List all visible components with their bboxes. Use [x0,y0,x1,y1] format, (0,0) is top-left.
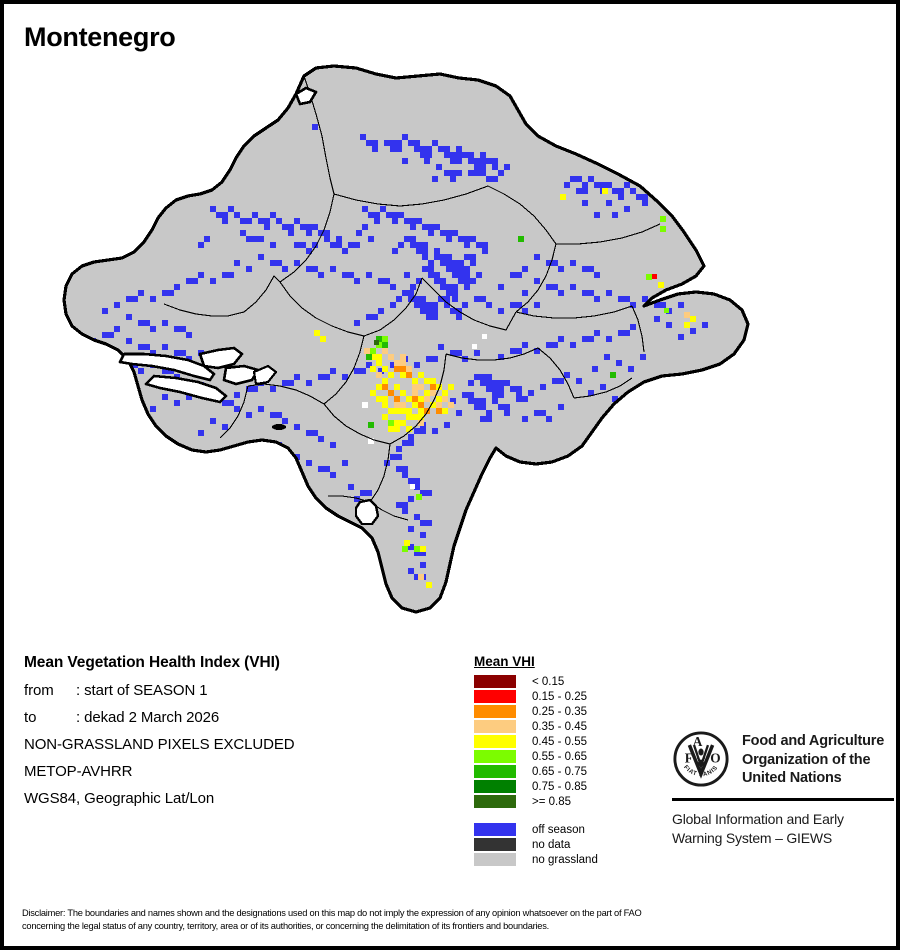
legend-item[interactable]: 0.15 - 0.25 [474,689,664,704]
legend-item[interactable]: 0.35 - 0.45 [474,719,664,734]
national-border [62,64,750,614]
skadar-inlet [354,498,380,526]
map-legend: Mean VHI < 0.15 0.15 - 0.25 0.25 - 0.35 … [474,654,664,867]
legend-swatch [474,853,516,866]
fao-organization-name: Food and Agriculture Organization of the… [742,730,884,788]
page-title: Montenegro [24,22,176,52]
north-notch [294,86,318,106]
legend-label: 0.75 - 0.85 [532,780,587,793]
vhi-raster [90,124,708,588]
legend-label: 0.55 - 0.65 [532,750,587,763]
disclaimer: Disclaimer: The boundaries and names sho… [22,907,888,934]
map-info-block: Mean Vegetation Health Index (VHI) from:… [24,654,454,817]
legend-swatch [474,838,516,851]
legend-label: < 0.15 [532,675,565,688]
legend-spacer [474,809,664,822]
legend-swatch [474,720,516,733]
info-title: Mean Vegetation Health Index (VHI) [24,654,280,671]
info-to-row: to : dekad 2 March 2026 [24,709,454,726]
fao-name-line3: United Nations [742,770,842,787]
info-projection: WGS84, Geographic Lat/Lon [24,790,215,807]
info-pixel-note: NON-GRASSLAND PIXELS EXCLUDED [24,736,295,753]
svg-text:A: A [693,734,703,749]
legend-label: 0.25 - 0.35 [532,705,587,718]
legend-swatch [474,705,516,718]
legend-swatch [474,795,516,808]
legend-label: 0.15 - 0.25 [532,690,587,703]
legend-item[interactable]: >= 0.85 [474,794,664,809]
legend-label: no data [532,838,571,851]
svg-text:F: F [685,750,693,765]
vhi-orange-pixels [382,366,442,414]
legend-label: 0.65 - 0.75 [532,765,587,778]
disclaimer-line2: concerning the legal status of any count… [22,921,549,932]
legend-swatch [474,765,516,778]
legend-label: >= 0.85 [532,795,572,808]
legend-swatch [474,690,516,703]
disclaimer-line1: Disclaimer: The boundaries and names sho… [22,908,642,918]
map-landmass [64,66,748,612]
vhi-red-pixels [652,274,657,279]
legend-swatch [474,675,516,688]
vhi-peach-pixels [364,312,690,580]
fao-name-line1: Food and Agriculture [742,733,885,749]
info-from-row: from : start of SEASON 1 [24,682,454,699]
svg-text:O: O [710,750,720,765]
fao-name-line2: Organization of the [742,751,871,768]
bay-of-kotor [118,346,286,430]
legend-label: off season [532,823,585,836]
fao-divider [672,798,894,801]
info-from-value: : start of SEASON 1 [76,682,208,699]
map-canvas[interactable] [4,54,896,624]
info-to-value: : dekad 2 March 2026 [76,709,220,726]
legend-item[interactable]: 0.55 - 0.65 [474,749,664,764]
legend-swatch [474,750,516,763]
off-season-pixels [90,124,708,580]
legend-title: Mean VHI [474,654,535,669]
legend-swatch [474,780,516,793]
vhi-darkgreen-pixels [374,340,379,345]
legend-swatch [474,735,516,748]
giews-line1: Global Information and Early [672,811,844,827]
legend-item[interactable]: 0.45 - 0.55 [474,734,664,749]
legend-item-no-data[interactable]: no data [474,837,664,852]
legend-item[interactable]: 0.75 - 0.85 [474,779,664,794]
fao-branding: F A O FIAT PANIS Food and Agriculture Or… [672,730,894,848]
fao-header: F A O FIAT PANIS Food and Agriculture Or… [672,730,894,788]
legend-swatch [474,823,516,836]
no-data-pixels [362,334,487,489]
admin-boundaries [163,75,661,521]
vhi-green-pixels [366,236,616,428]
legend-label: no grassland [532,853,598,866]
legend-item-off-season[interactable]: off season [474,822,664,837]
legend-label: 0.45 - 0.55 [532,735,587,748]
giews-line2: Warning System – GIEWS [672,829,833,846]
legend-item[interactable]: < 0.15 [474,674,664,689]
legend-item[interactable]: 0.25 - 0.35 [474,704,664,719]
fao-logo-icon: F A O FIAT PANIS [672,730,730,788]
legend-item[interactable]: 0.65 - 0.75 [474,764,664,779]
info-sensor: METOP-AVHRR [24,763,133,780]
info-from-label: from [24,682,54,699]
legend-item-no-grassland[interactable]: no grassland [474,852,664,867]
info-to-label: to [24,709,37,726]
legend-label: 0.35 - 0.45 [532,720,587,733]
giews-name: Global Information and Early Warning Sys… [672,810,894,848]
